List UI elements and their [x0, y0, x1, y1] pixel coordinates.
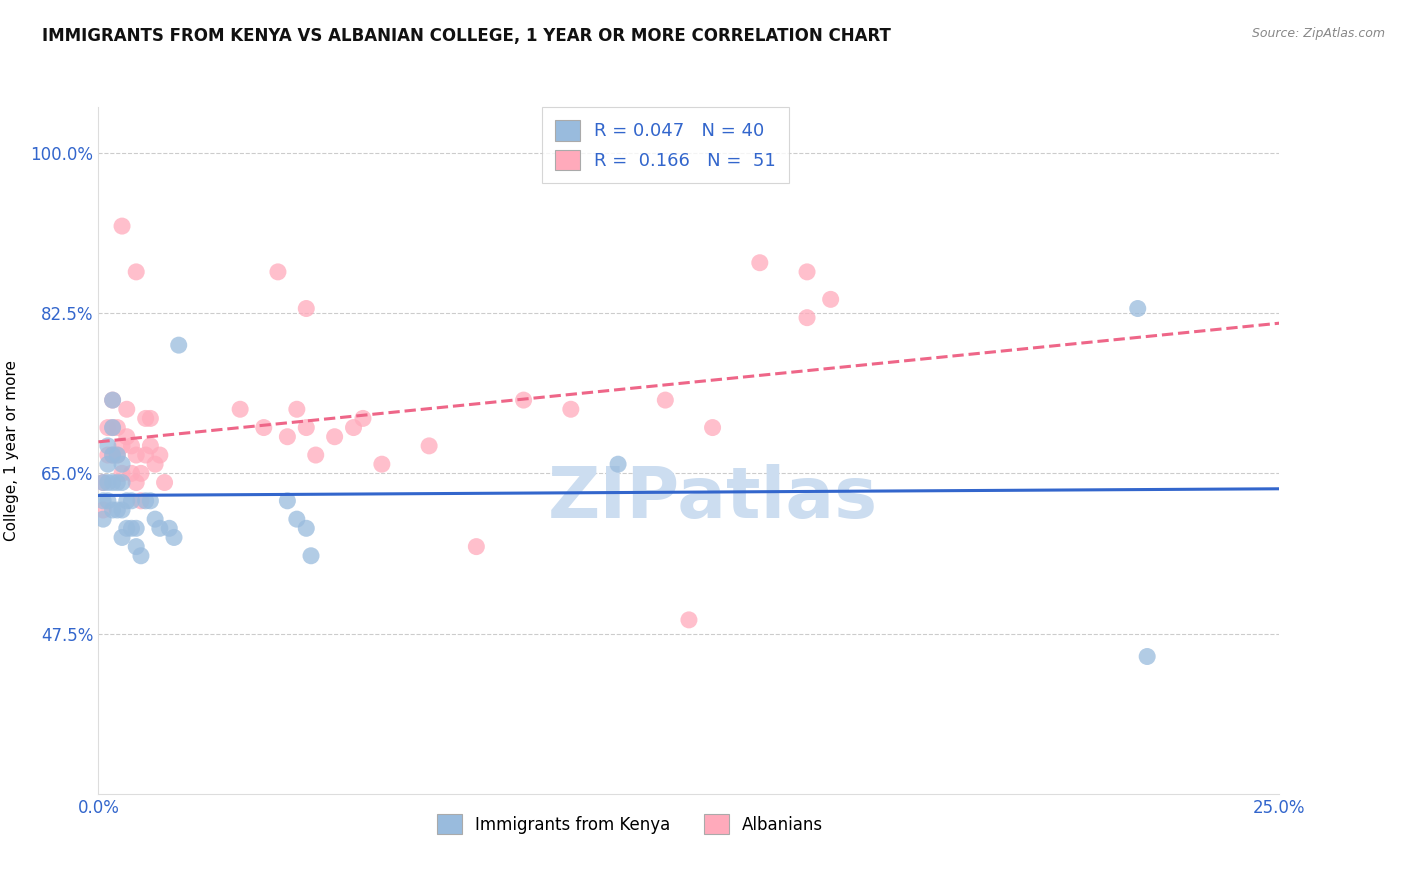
Point — [560, 402, 582, 417]
Y-axis label: College, 1 year or more: College, 1 year or more — [4, 360, 20, 541]
Point — [91, 503, 114, 517]
Point — [157, 521, 180, 535]
Point — [105, 475, 128, 490]
Point — [125, 265, 148, 279]
Point — [91, 493, 114, 508]
Point — [135, 448, 157, 462]
Point — [796, 310, 818, 325]
Point — [149, 521, 172, 535]
Point — [295, 521, 318, 535]
Point — [135, 411, 157, 425]
Point — [97, 457, 120, 471]
Point — [115, 430, 138, 444]
Point — [295, 301, 318, 316]
Point — [139, 439, 162, 453]
Point — [125, 540, 148, 554]
Point — [125, 448, 148, 462]
Point — [820, 293, 842, 307]
Point — [143, 512, 166, 526]
Text: IMMIGRANTS FROM KENYA VS ALBANIAN COLLEGE, 1 YEAR OR MORE CORRELATION CHART: IMMIGRANTS FROM KENYA VS ALBANIAN COLLEG… — [42, 27, 891, 45]
Point — [299, 549, 322, 563]
Point — [105, 503, 128, 517]
Point — [97, 448, 120, 462]
Point — [121, 493, 143, 508]
Point — [121, 467, 143, 481]
Point — [163, 531, 186, 545]
Point — [97, 439, 120, 453]
Point — [111, 531, 134, 545]
Point — [125, 521, 148, 535]
Point — [295, 420, 318, 434]
Point — [91, 475, 114, 490]
Point — [115, 493, 138, 508]
Point — [121, 521, 143, 535]
Point — [105, 448, 128, 462]
Point — [678, 613, 700, 627]
Point — [167, 338, 190, 352]
Point — [129, 493, 152, 508]
Point — [139, 411, 162, 425]
Point — [125, 475, 148, 490]
Point — [101, 448, 124, 462]
Point — [111, 475, 134, 490]
Point — [607, 457, 630, 471]
Point — [97, 420, 120, 434]
Point — [139, 493, 162, 508]
Point — [91, 475, 114, 490]
Point — [465, 540, 488, 554]
Point — [121, 439, 143, 453]
Point — [129, 467, 152, 481]
Point — [105, 420, 128, 434]
Point — [111, 467, 134, 481]
Point — [105, 448, 128, 462]
Point — [111, 457, 134, 471]
Point — [276, 493, 298, 508]
Point — [153, 475, 176, 490]
Point — [115, 402, 138, 417]
Point — [512, 393, 534, 408]
Point — [418, 439, 440, 453]
Point — [129, 549, 152, 563]
Point — [1126, 301, 1149, 316]
Point — [101, 393, 124, 408]
Point — [1136, 649, 1159, 664]
Point — [371, 457, 394, 471]
Legend: Immigrants from Kenya, Albanians: Immigrants from Kenya, Albanians — [437, 814, 823, 834]
Point — [342, 420, 364, 434]
Point — [143, 457, 166, 471]
Point — [101, 448, 124, 462]
Point — [267, 265, 290, 279]
Point — [101, 420, 124, 434]
Point — [111, 503, 134, 517]
Point — [101, 393, 124, 408]
Point — [149, 448, 172, 462]
Point — [229, 402, 252, 417]
Point — [352, 411, 374, 425]
Point — [101, 503, 124, 517]
Point — [796, 265, 818, 279]
Point — [101, 475, 124, 490]
Point — [101, 420, 124, 434]
Point — [702, 420, 724, 434]
Point — [305, 448, 328, 462]
Point — [253, 420, 276, 434]
Point — [97, 493, 120, 508]
Point — [276, 430, 298, 444]
Point — [111, 439, 134, 453]
Text: Source: ZipAtlas.com: Source: ZipAtlas.com — [1251, 27, 1385, 40]
Text: ZIPatlas: ZIPatlas — [547, 464, 877, 533]
Point — [285, 512, 308, 526]
Point — [111, 219, 134, 233]
Point — [97, 475, 120, 490]
Point — [654, 393, 676, 408]
Point — [285, 402, 308, 417]
Point — [748, 256, 770, 270]
Point — [323, 430, 346, 444]
Point — [115, 521, 138, 535]
Point — [91, 512, 114, 526]
Point — [135, 493, 157, 508]
